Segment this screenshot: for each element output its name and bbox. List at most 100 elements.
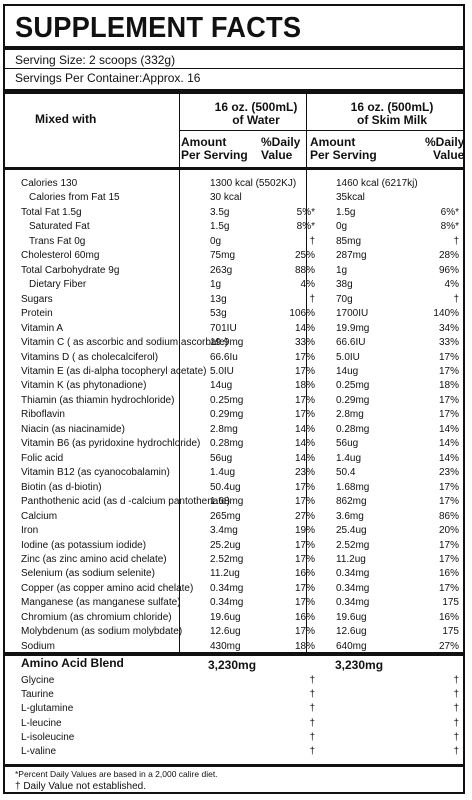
milk-daily-value: 86% (438, 510, 459, 522)
milk-amount: 12.6ug (336, 626, 367, 638)
water-daily-value: 14% (294, 438, 315, 450)
water-amount: 1300 kcal (5502KJ) (210, 178, 297, 189)
milk-daily-value: 17% (438, 496, 459, 508)
milk-header-line2: of Skim Milk (356, 113, 427, 127)
nutrient-row: Dietary Fiber 1g 4% 38g 4% (5, 278, 463, 291)
nutrient-name: Niacin (as niacinamide) (21, 423, 125, 435)
milk-daily-value: † (453, 731, 459, 743)
milk-col-divider (306, 94, 307, 652)
water-amount: 66.6Iu (210, 351, 238, 363)
nutrient-name: Total Carbohydrate 9g (21, 264, 120, 276)
water-amount: 13g (210, 293, 227, 305)
milk-amount: 0.34mg (336, 568, 370, 580)
nutrient-row: Niacin (as niacinamide) 2.8mg 14% 0.28mg 14% (5, 423, 463, 436)
nutrient-row: Biotin (as d-biotin) 50.4ug 17% 1.68mg 17% (5, 481, 463, 494)
water-col-divider (179, 94, 180, 652)
water-daily-value: 17% (294, 496, 315, 508)
water-daily-value: 17% (294, 553, 315, 565)
amino-name: L-leucine (21, 717, 62, 729)
water-amount: 25.2ug (210, 539, 241, 551)
water-daily-value: 14% (294, 423, 315, 435)
water-dv-header: %Daily Value (261, 136, 300, 162)
nutrient-name: Calories 130 (21, 178, 78, 189)
water-amount: 263g (210, 264, 233, 276)
serving-size: Serving Size: 2 scoops (332g) (15, 53, 176, 67)
milk-daily-value: 17% (438, 553, 459, 565)
nutrient-name: Vitamin B12 (as cyanocobalamin) (21, 467, 170, 479)
amino-row: L-leucine † † (5, 717, 463, 730)
nutrient-name: Vitamin C ( as ascorbic and sodium ascor… (21, 337, 229, 349)
milk-daily-value: 14% (438, 452, 459, 464)
nutrient-name: Sugars (21, 293, 53, 305)
water-daily-value: 88% (294, 264, 315, 276)
milk-amount: 0.28mg (336, 423, 370, 435)
water-dv-line1: %Daily (261, 135, 301, 149)
milk-daily-value: † (453, 675, 459, 686)
subheader-rule (179, 130, 463, 131)
milk-dv-line2: Value (433, 148, 465, 162)
nutrient-name: Saturated Fat (29, 221, 90, 233)
nutrient-row: Chromium (as chromium chloride) 19.6ug 16%… (5, 611, 463, 624)
nutrient-row: Folic acid 56ug 14% 1.4ug 14% (5, 452, 463, 465)
milk-amount: 0.25mg (336, 380, 370, 392)
water-amount: 19.9mg (210, 337, 244, 349)
nutrient-row: Calories 130 1300 kcal (5502KJ) 1460 kcal … (5, 177, 463, 190)
milk-dv-header: %Daily Value (425, 136, 464, 162)
amino-name: Taurine (21, 689, 54, 701)
serving-divider (5, 68, 463, 69)
nutrient-row: Vitamin K (as phytonadione) 14ug 18% 0.25mg… (5, 379, 463, 392)
milk-amount: 1.4ug (336, 452, 362, 464)
milk-amount-line2: Per Serving (310, 148, 377, 162)
title-rule (5, 46, 463, 50)
milk-amount: 19.9mg (336, 322, 370, 334)
milk-amount: 640mg (336, 640, 367, 652)
milk-amount: 66.6IU (336, 337, 366, 349)
milk-amount: 2.8mg (336, 409, 364, 421)
water-amount: 1.4ug (210, 467, 236, 479)
nutrient-row: Thiamin (as thiamin hydrochloride) 0.25mg… (5, 394, 463, 407)
nutrient-row: Calcium 265mg 27% 3.6mg 86% (5, 510, 463, 523)
milk-header-line1: 16 oz. (500mL) (350, 100, 434, 114)
nutrient-row: Vitamin E (as di-alpha tocopheryl acetat… (5, 365, 463, 378)
water-daily-value: 17% (294, 394, 315, 406)
amino-row: Taurine † † (5, 688, 463, 701)
water-amount: 265mg (210, 510, 241, 522)
milk-daily-value: 96% (438, 264, 459, 276)
milk-amount: 287mg (336, 250, 367, 262)
water-daily-value: † (309, 731, 315, 743)
water-amount: 430mg (210, 640, 241, 652)
nutrient-name: Dietary Fiber (29, 279, 87, 291)
milk-amount: 0.34mg (336, 582, 370, 594)
nutrient-row: Vitamin C ( as ascorbic and sodium ascor… (5, 336, 463, 349)
nutrient-name: Protein (21, 308, 53, 320)
nutrient-name: Selenium (as sodium selenite) (21, 568, 155, 580)
nutrient-row: Iodine (as potassium iodide) 25.2ug 17% 2.5… (5, 539, 463, 552)
nutrient-name: Iodine (as potassium iodide) (21, 539, 147, 551)
water-amount: 701IU (210, 322, 237, 334)
nutrient-name: Manganese (as manganese sulfate) (21, 597, 181, 609)
water-daily-value: 19% (294, 525, 315, 537)
amino-row: L-isoleucine † † (5, 731, 463, 744)
milk-amount: 50.4 (336, 467, 356, 479)
nutrient-name: Vitamin B6 (as pyridoxine hydrochloride) (21, 438, 201, 450)
water-column-header: 16 oz. (500mL) of Water (201, 101, 311, 127)
water-amount: 14ug (210, 380, 233, 392)
water-daily-value: 4% (300, 279, 315, 291)
water-amount: 1.5g (210, 221, 230, 233)
water-daily-value: 17% (294, 539, 315, 551)
milk-dv-line1: %Daily (425, 135, 465, 149)
water-dv-line2: Value (261, 148, 293, 162)
milk-daily-value: 4% (444, 279, 459, 291)
nutrient-row: Total Carbohydrate 9g 263g 88% 1g 96% (5, 264, 463, 277)
nutrient-name: Calcium (21, 510, 58, 522)
nutrient-row: Molybdenum (as sodium molybdate) 12.6ug 17… (5, 625, 463, 638)
water-amount: 19.6ug (210, 611, 241, 623)
milk-amount: 862mg (336, 496, 367, 508)
amino-row: L-glutamine † † (5, 702, 463, 715)
water-amount-line1: Amount (181, 135, 227, 149)
water-daily-value: † (309, 717, 315, 729)
milk-amount: 5.0IU (336, 351, 360, 363)
milk-amount: 1460 kcal (6217kj) (336, 178, 418, 189)
milk-daily-value: 34% (438, 322, 459, 334)
water-daily-value: 17% (294, 409, 315, 421)
